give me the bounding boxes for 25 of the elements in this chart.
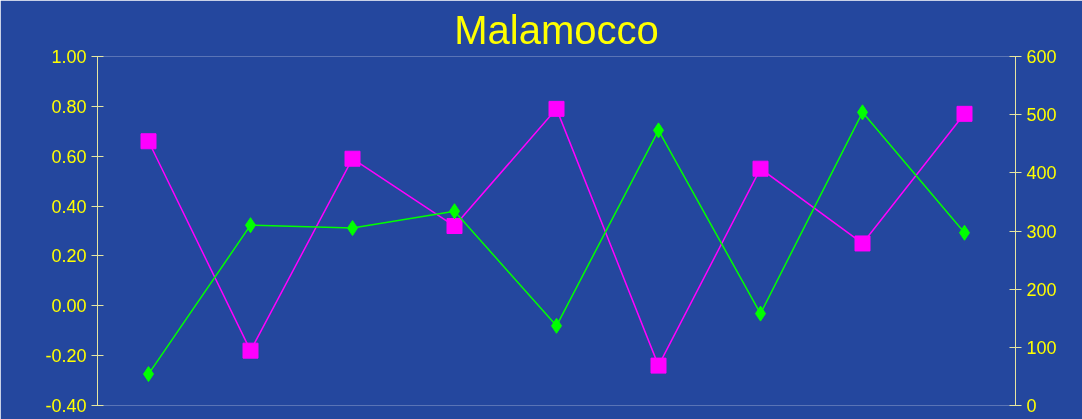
y2-tick-label: 400 <box>1026 163 1057 184</box>
point <box>854 235 871 252</box>
point <box>140 133 157 150</box>
y-tick-label: 0.60 <box>51 146 87 167</box>
point <box>446 218 463 235</box>
y2-tick-label: 500 <box>1026 105 1057 126</box>
y2-tick-label: 600 <box>1026 47 1057 67</box>
y-tick-label: -0.20 <box>45 346 87 367</box>
chart-title: Malamocco <box>454 7 659 52</box>
y2-tick-label: 200 <box>1026 279 1057 300</box>
y-tick-label: 1.00 <box>51 47 87 67</box>
point <box>344 150 361 167</box>
point <box>548 100 565 117</box>
point <box>956 105 973 122</box>
y2-tick-label: 100 <box>1026 337 1057 358</box>
y-tick-label: -0.40 <box>45 396 87 416</box>
point <box>242 342 259 359</box>
y-tick-label: 0.20 <box>51 246 87 267</box>
y2-tick-label: 300 <box>1026 221 1057 242</box>
point <box>752 160 769 177</box>
y-tick-label: 0.40 <box>51 196 87 217</box>
y-tick-label: 0.80 <box>51 96 87 117</box>
y2-tick-label: 0 <box>1026 396 1037 416</box>
point <box>650 357 667 374</box>
y-tick-label: 0.00 <box>51 296 87 317</box>
